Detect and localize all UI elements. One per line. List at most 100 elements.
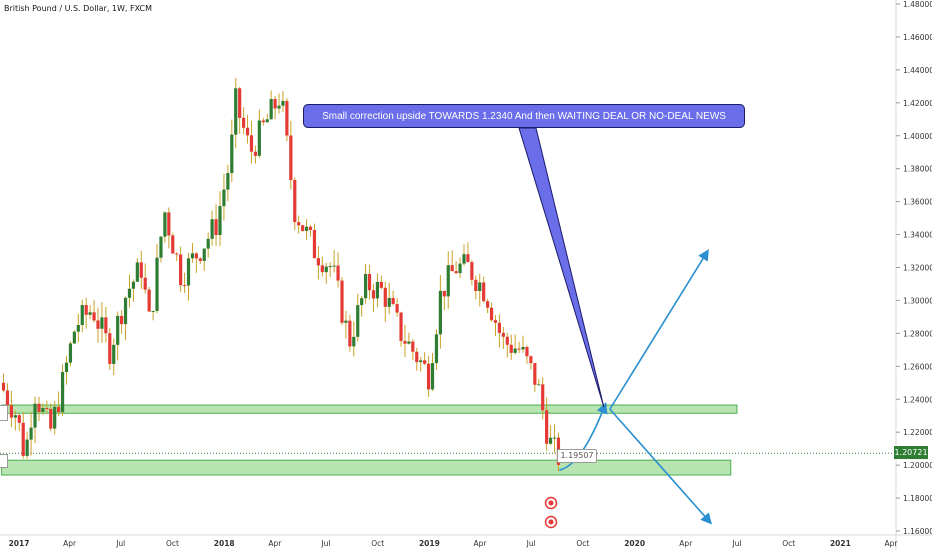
x-tick-label: 2021 <box>830 539 851 548</box>
candle-body <box>411 341 415 352</box>
y-tick-label: 1.30000 <box>903 296 932 305</box>
x-tick-label: Oct <box>166 539 179 548</box>
candle-body <box>206 238 210 249</box>
candle-body <box>312 230 317 259</box>
candle-body <box>123 297 128 325</box>
candle-body <box>68 343 73 363</box>
chart-title: British Pound / U.S. Dollar, 1W, FXCM <box>4 4 152 13</box>
candle-body <box>171 235 175 254</box>
y-tick-label: 1.46000 <box>903 33 932 42</box>
candle-body <box>202 248 206 261</box>
candle-body <box>304 226 309 231</box>
candle-body <box>552 437 557 439</box>
x-tick-label: Jul <box>526 539 536 548</box>
candle-body <box>395 303 399 313</box>
candle-body <box>37 403 41 412</box>
candle-body <box>308 226 313 231</box>
candle-body <box>450 265 454 272</box>
bearish-scenario-arrow[interactable] <box>609 408 713 525</box>
candle-body <box>190 253 195 259</box>
x-tick-label: Oct <box>576 539 589 548</box>
candle-body <box>17 415 21 423</box>
candle-body <box>242 117 246 128</box>
y-tick-label: 1.18000 <box>903 494 932 503</box>
candle-body <box>120 315 124 325</box>
candle-body <box>379 281 383 288</box>
candle-body <box>186 258 191 286</box>
candle-body <box>57 406 61 413</box>
x-tick-label: 2017 <box>9 539 30 548</box>
candle-body <box>253 151 258 156</box>
x-tick-label: 2020 <box>624 539 645 548</box>
candle-body <box>214 219 218 236</box>
left-edge-marker <box>0 405 8 421</box>
annotation-box[interactable]: Small correction upside TOWARDS 1.2340 A… <box>303 104 745 128</box>
candle-body <box>88 312 92 315</box>
candle-body <box>53 406 57 429</box>
candle-body <box>72 331 76 344</box>
candle-body <box>482 282 486 302</box>
candle-body <box>454 271 458 274</box>
y-tick-label: 1.48000 <box>903 0 932 9</box>
candle-body <box>497 322 502 333</box>
candle-body <box>297 222 301 226</box>
candle-body <box>537 384 541 386</box>
candle-body <box>501 332 505 337</box>
candle-body <box>238 88 242 118</box>
candle-body <box>407 341 411 344</box>
candle-body <box>328 266 332 268</box>
candle-body <box>281 100 285 106</box>
candle-body <box>301 225 305 231</box>
candle-body <box>249 135 254 152</box>
candle-body <box>525 347 529 357</box>
candle-body <box>92 312 96 321</box>
support-zone-1[interactable] <box>1 404 738 414</box>
candle-body <box>49 408 53 429</box>
x-tick-label: Oct <box>371 539 384 548</box>
candle-body <box>25 439 29 456</box>
x-tick-label: Oct <box>782 539 795 548</box>
candle-body <box>277 105 281 109</box>
x-tick-label: 2019 <box>419 539 440 548</box>
candle-body <box>466 254 470 263</box>
candle-body <box>41 407 45 412</box>
x-tick-label: Jul <box>115 539 125 548</box>
candle-body <box>387 297 391 307</box>
candle-body <box>367 274 372 291</box>
news-event-dot <box>548 500 554 506</box>
candle-body <box>348 320 352 347</box>
y-tick-label: 1.24000 <box>903 395 932 404</box>
candle-body <box>360 298 364 306</box>
candle-body <box>462 254 466 264</box>
candle-body <box>486 301 490 308</box>
candle-body <box>273 99 277 109</box>
candle-body <box>112 344 116 364</box>
candle-body <box>1 382 6 391</box>
candle-body <box>143 277 147 290</box>
support-zone-2[interactable] <box>1 459 732 476</box>
y-tick-label: 1.32000 <box>903 264 932 273</box>
candle-body <box>324 266 328 273</box>
candle-body <box>230 134 234 174</box>
candle-body <box>320 265 324 273</box>
candle-body <box>245 127 250 136</box>
bullish-scenario-arrow[interactable] <box>609 249 709 410</box>
candle-body <box>423 360 427 364</box>
candle-body <box>505 336 509 345</box>
support-zones <box>0 404 896 476</box>
y-tick-label: 1.44000 <box>903 66 932 75</box>
candle-body <box>375 281 380 299</box>
candle-body <box>265 119 269 123</box>
candle-body <box>332 265 336 267</box>
y-tick-label: 1.36000 <box>903 198 932 207</box>
x-tick-label: 2018 <box>214 539 235 548</box>
x-tick-label: Apr <box>268 539 282 548</box>
candle-body <box>234 88 238 135</box>
annotation-pointer <box>518 127 605 408</box>
candle-body <box>391 297 395 304</box>
candle-body <box>108 333 112 364</box>
left-edge-marker <box>0 454 8 468</box>
candle-body <box>80 305 84 325</box>
candle-body <box>548 437 553 444</box>
